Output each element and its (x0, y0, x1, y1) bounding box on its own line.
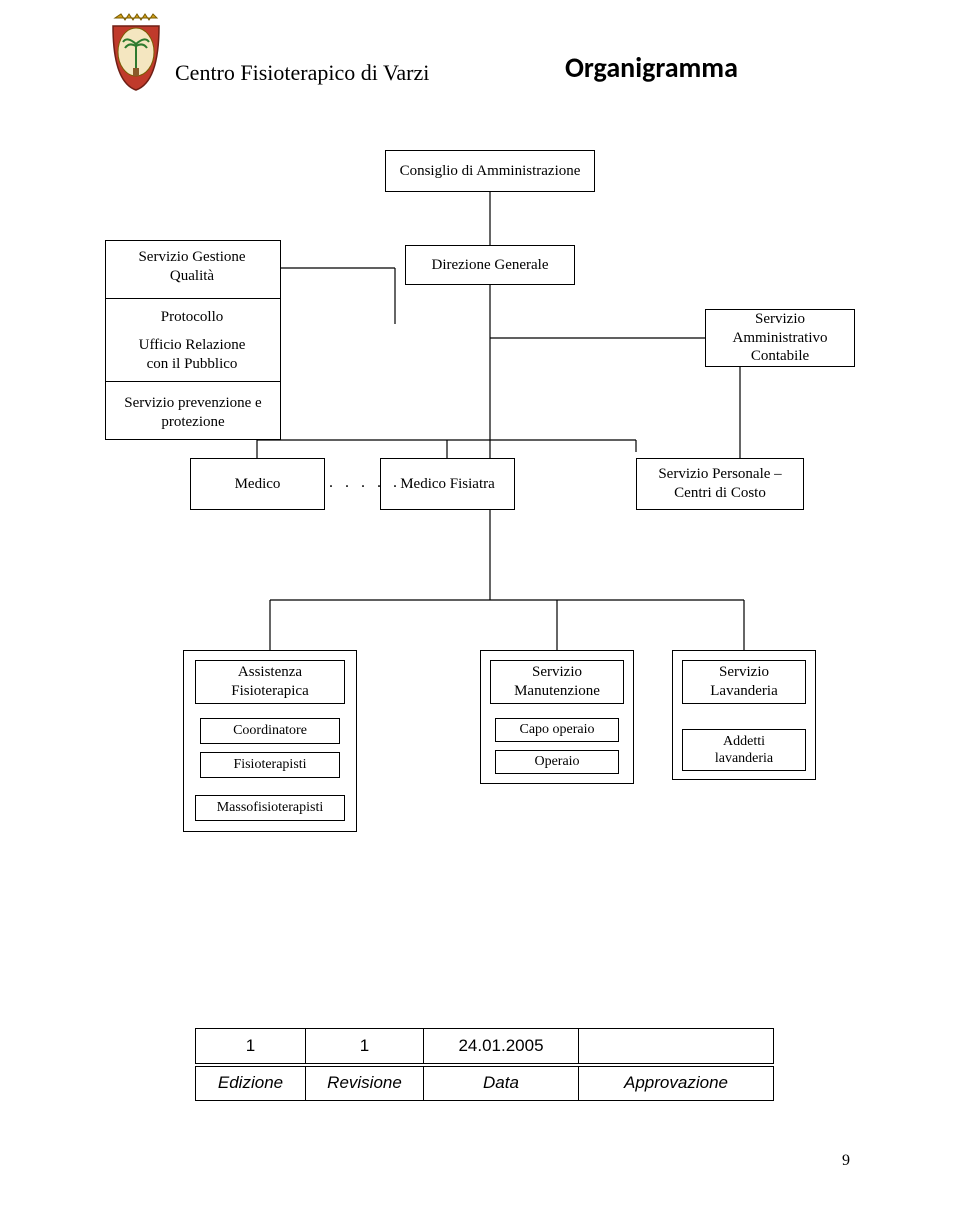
revision-label: Revisione (306, 1065, 424, 1101)
approval-label: Approvazione (579, 1065, 774, 1101)
node-assist_outer (183, 650, 357, 832)
edition-label: Edizione (196, 1065, 306, 1101)
date-label: Data (424, 1065, 579, 1101)
page-number: 9 (842, 1152, 850, 1170)
node-medico: Medico (190, 458, 325, 510)
revision-value: 1 (306, 1029, 424, 1065)
header-org-name: Centro Fisioterapico di Varzi (175, 60, 429, 86)
dotted-link: . . . . . . (329, 474, 417, 492)
node-manut_outer (480, 650, 634, 784)
revision-table: 1 1 24.01.2005 Edizione Revisione Data A… (195, 1028, 774, 1101)
approval-value (579, 1029, 774, 1065)
node-side_mid (105, 298, 281, 382)
node-personale: Servizio Personale –Centri di Costo (636, 458, 804, 510)
page: Centro Fisioterapico di Varzi Organigram… (0, 0, 960, 1205)
node-direzione: Direzione Generale (405, 245, 575, 285)
date-value: 24.01.2005 (424, 1029, 579, 1065)
page-title: Organigramma (565, 50, 738, 85)
node-amministrativo: ServizioAmministrativoContabile (705, 309, 855, 367)
node-lav_outer (672, 650, 816, 780)
crest-logo-icon (105, 12, 167, 92)
edition-value: 1 (196, 1029, 306, 1065)
node-consiglio: Consiglio di Amministrazione (385, 150, 595, 192)
